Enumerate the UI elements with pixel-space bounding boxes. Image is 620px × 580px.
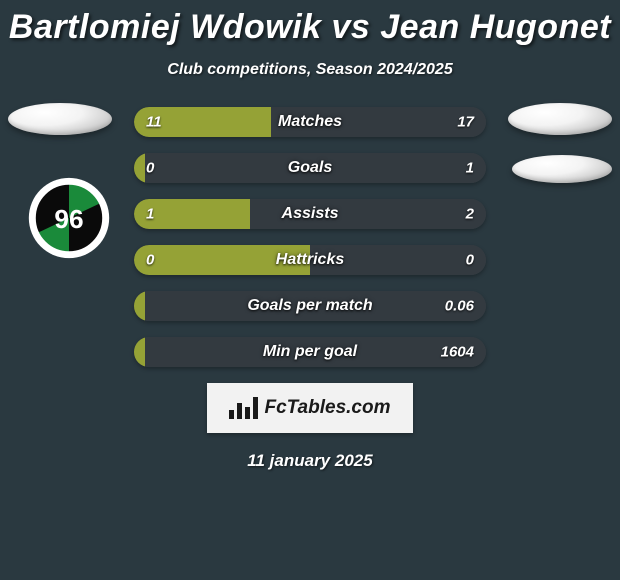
stat-row: Min per goal 1604 <box>134 337 486 367</box>
hannover-96-icon: 96 <box>28 177 110 259</box>
stat-value-left: 0 <box>146 252 154 269</box>
player-photo-left-placeholder <box>8 103 112 135</box>
stat-label: Matches <box>278 113 342 131</box>
stat-label: Goals <box>288 159 332 177</box>
page-title: Bartlomiej Wdowik vs Jean Hugonet <box>0 0 620 47</box>
stat-bar-left <box>134 153 145 183</box>
stat-label: Hattricks <box>276 251 344 269</box>
stat-value-right: 0 <box>466 252 474 269</box>
stat-value-right: 1604 <box>441 344 474 361</box>
stat-bar-left <box>134 337 145 367</box>
stat-label: Assists <box>282 205 339 223</box>
svg-text:96: 96 <box>54 204 83 234</box>
stat-value-left: 1 <box>146 206 154 223</box>
comparison-stage: 96 11Matches170Goals11Assists20Hattricks… <box>0 107 620 367</box>
stat-row: 1 Assists 2 <box>134 199 486 229</box>
stat-row: 11 Matches 17 <box>134 107 486 137</box>
stat-value-left: 0 <box>146 160 154 177</box>
brand-text: FcTables.com <box>264 397 390 419</box>
stat-value-right: 2 <box>466 206 474 223</box>
stat-row: 0 Hattricks 0 <box>134 245 486 275</box>
stat-value-right: 17 <box>457 114 474 131</box>
stat-row: Goals per match 0.06 <box>134 291 486 321</box>
fctables-logo-icon <box>229 397 258 419</box>
subtitle: Club competitions, Season 2024/2025 <box>0 61 620 79</box>
stat-value-right: 1 <box>466 160 474 177</box>
date-label: 11 january 2025 <box>0 451 620 471</box>
stat-bars: 11Matches170Goals11Assists20Hattricks0Go… <box>134 107 486 367</box>
stat-label: Min per goal <box>263 343 357 361</box>
brand-box[interactable]: FcTables.com <box>207 383 413 433</box>
stat-label: Goals per match <box>247 297 372 315</box>
club-logo-left: 96 <box>28 177 110 259</box>
stat-row: 0 Goals 1 <box>134 153 486 183</box>
stat-value-left: 11 <box>146 114 162 131</box>
stat-value-right: 0.06 <box>445 298 474 315</box>
stat-bar-left <box>134 291 145 321</box>
player-photo-right-placeholder <box>508 103 612 135</box>
club-logo-right-placeholder <box>512 155 612 183</box>
